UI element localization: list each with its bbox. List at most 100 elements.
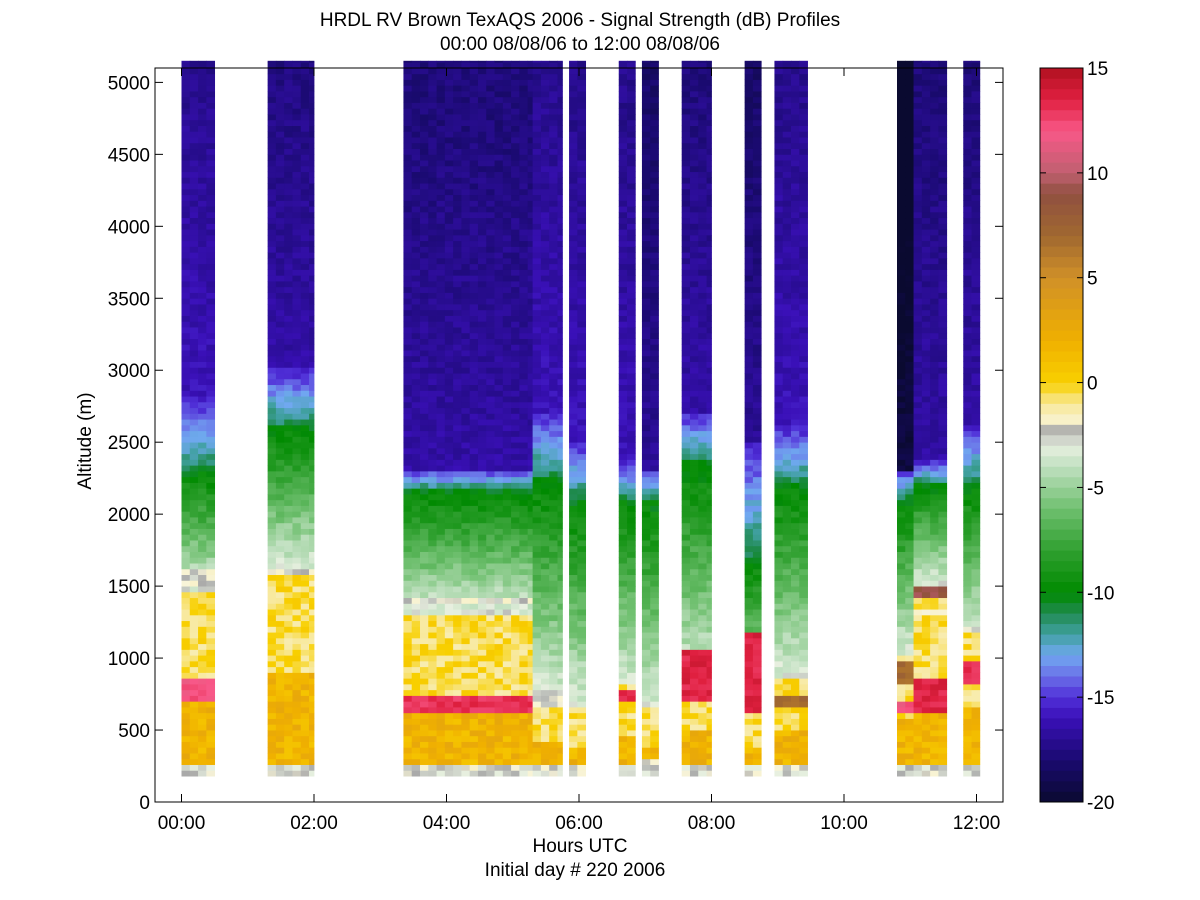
heatmap-cell [540,281,550,288]
heatmap-cell [698,557,707,564]
heatmap-cell [206,568,216,576]
heatmap-cell [511,511,520,518]
heatmap-cell [206,707,216,714]
heatmap-cell [189,741,199,748]
heatmap-cell [549,413,558,420]
heatmap-cell [681,442,691,449]
heatmap-cell [428,447,437,455]
heatmap-cell [540,660,550,668]
heatmap-cell [549,390,558,397]
heatmap-cell [494,60,504,63]
heatmap-cell [502,655,512,662]
heatmap-cell [309,257,315,265]
heatmap-cell [618,85,628,92]
heatmap-cell [502,672,512,679]
heatmap-cell [527,401,534,409]
heatmap-cell [577,453,587,460]
heatmap-cell [206,131,216,138]
heatmap-cell [198,551,207,558]
heatmap-cell [428,91,437,98]
heatmap-cell [206,62,216,69]
heatmap-cell [461,424,471,432]
heatmap-cell [650,643,659,650]
heatmap-cell [641,488,651,495]
heatmap-cell [420,154,429,161]
heatmap-cell [267,580,277,587]
heatmap-cell [706,229,712,236]
heatmap-cell [627,62,636,69]
heatmap-cell [444,718,454,725]
heatmap-cell [698,563,707,570]
heatmap-cell [577,269,587,276]
heatmap-cell [641,730,651,737]
heatmap-cell [527,522,534,529]
heatmap-cell [527,672,534,679]
heatmap-cell [494,436,504,443]
heatmap-cell [511,430,520,437]
heatmap-cell [511,252,520,259]
heatmap-cell [511,655,520,662]
heatmap-cell [477,419,487,426]
heatmap-cell [681,62,691,69]
heatmap-cell [486,413,495,420]
heatmap-cell [292,678,302,685]
heatmap-cell [527,361,534,368]
heatmap-cell [557,137,563,144]
heatmap-cell [681,614,691,622]
heatmap-cell [436,442,446,449]
heatmap-cell [641,747,651,754]
heatmap-cell [532,401,542,409]
heatmap-cell [420,206,429,213]
heatmap-cell [428,689,437,696]
heatmap-cell [275,626,285,633]
heatmap-cell [198,747,207,754]
heatmap-cell [420,430,429,437]
heatmap-cell [428,125,437,132]
heatmap-cell [420,707,429,714]
heatmap-cell [309,545,315,552]
heatmap-cell [206,540,216,547]
heatmap-cell [300,252,310,259]
heatmap-cell [469,384,479,391]
heatmap-cell [477,131,487,138]
heatmap-cell [453,384,462,391]
heatmap-cell [519,563,529,570]
heatmap-cell [532,517,542,524]
heatmap-cell [549,545,558,552]
heatmap-cell [540,257,550,265]
heatmap-cell [292,309,302,316]
heatmap-cell [650,424,659,432]
heatmap-cell [698,390,707,397]
heatmap-cell [706,540,712,547]
heatmap-cell [444,79,454,86]
heatmap-cell [284,373,293,380]
heatmap-cell [502,154,512,161]
heatmap-cell [706,666,712,673]
heatmap-cell [420,522,429,529]
heatmap-cell [698,551,707,558]
heatmap-cell [284,263,293,270]
heatmap-cell [527,327,534,334]
heatmap-cell [698,269,707,276]
heatmap-cell [206,637,216,645]
heatmap-cell [403,597,413,604]
heatmap-cell [532,148,542,155]
heatmap-cell [627,465,636,472]
heatmap-cell [540,626,550,633]
heatmap-cell [198,114,207,121]
heatmap-cell [502,338,512,345]
heatmap-cell [206,304,216,311]
heatmap-cell [267,321,277,328]
heatmap-cell [650,632,659,639]
heatmap-cell [532,770,542,777]
heatmap-cell [650,91,659,98]
heatmap-cell [275,246,285,253]
heatmap-cell [689,73,699,80]
heatmap-cell [275,494,285,501]
heatmap-cell [519,488,529,495]
heatmap-cell [444,183,454,190]
heatmap-cell [206,373,216,380]
heatmap-cell [650,764,659,771]
heatmap-cell [540,540,550,547]
heatmap-cell [557,62,563,69]
